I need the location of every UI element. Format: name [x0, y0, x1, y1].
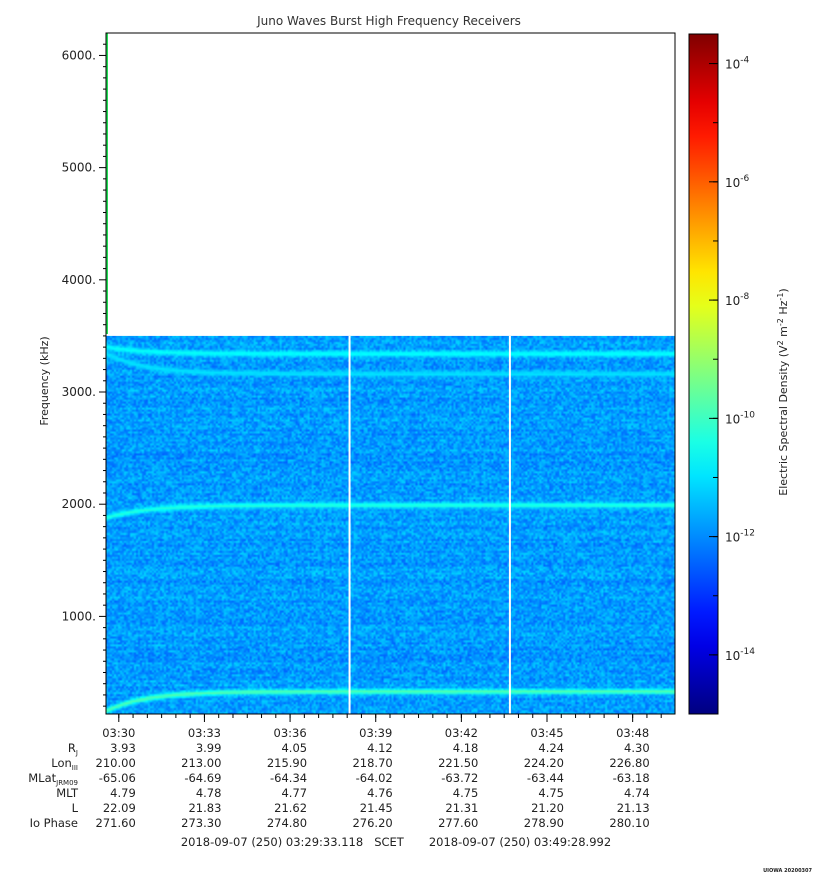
colorbar-tick-label: 10-12	[725, 529, 755, 545]
x-tick-label: 03:45	[530, 726, 563, 740]
colorbar-tick-label: 10-4	[725, 56, 750, 72]
ephemeris-value: -64.69	[184, 771, 221, 785]
ephemeris-row-label: L	[72, 801, 79, 815]
ephemeris-value: 277.60	[438, 816, 478, 830]
ephemeris-value: 3.93	[110, 741, 136, 755]
institution-stamp: UIOWA 20200307	[763, 868, 812, 874]
ephemeris-value: 4.76	[367, 786, 393, 800]
ephemeris-value: 4.78	[196, 786, 222, 800]
ephemeris-row-label: LonIII	[51, 756, 78, 772]
data-gaps	[348, 335, 511, 714]
footer-end-time: 2018-09-07 (250) 03:49:28.992	[429, 835, 611, 849]
colorbar-tick-label: 10-10	[725, 410, 755, 426]
colorbar-ticks: 10-14 10-12 10-10 10-8 10-6 10-4	[709, 56, 755, 663]
ephemeris-value: 21.20	[531, 801, 564, 815]
ephemeris-value: 21.62	[274, 801, 307, 815]
ephemeris-value: 278.90	[524, 816, 564, 830]
ephemeris-value: 4.24	[538, 741, 564, 755]
data-gap	[348, 335, 351, 714]
colorbar-label: Electric Spectral Density (V2 m-2 Hz-1)	[776, 288, 790, 495]
x-tick-label: 03:33	[188, 726, 221, 740]
ephemeris-value: 4.05	[281, 741, 307, 755]
ephemeris-value: 4.79	[110, 786, 136, 800]
footer-start-time: 2018-09-07 (250) 03:29:33.118	[181, 835, 363, 849]
colorbar-gradient	[689, 34, 718, 714]
initial-spectrum-edge	[106, 33, 108, 334]
ephemeris-value: 4.30	[624, 741, 650, 755]
plot-frame	[105, 32, 676, 715]
x-tick-label: 03:39	[359, 726, 392, 740]
y-tick-label: 2000.	[62, 497, 96, 511]
y-axis-label: Frequency (kHz)	[38, 336, 51, 425]
ephemeris-value: 4.18	[453, 741, 479, 755]
x-axis: 03:30 03:33 03:36 03:39 03:42 03:45 03:48	[102, 714, 662, 740]
colorbar-tick-label: 10-8	[725, 292, 750, 308]
ephemeris-value: -64.02	[356, 771, 393, 785]
colorbar: 10-14 10-12 10-10 10-8 10-6 10-4 Electric Spe…	[688, 33, 790, 715]
x-tick-label: 03:30	[102, 726, 135, 740]
y-tick-label: 3000.	[62, 385, 96, 399]
ephemeris-row-label: Io Phase	[30, 816, 78, 830]
y-axis: 1000. 2000. 3000. 4000. 5000. 6000.	[62, 43, 106, 707]
colorbar-tick-label: 10-6	[725, 174, 750, 190]
ephemeris-value: 213.00	[181, 756, 221, 770]
ephemeris-value: 21.45	[360, 801, 393, 815]
ephemeris-value: 276.20	[352, 816, 392, 830]
data-gap	[508, 335, 511, 714]
ephemeris-value: 226.80	[609, 756, 649, 770]
ephemeris-value: 3.99	[196, 741, 222, 755]
ephemeris-value: -63.72	[441, 771, 478, 785]
ephemeris-value: 4.75	[453, 786, 479, 800]
plot-area	[105, 32, 676, 715]
ephemeris-value: 221.50	[438, 756, 478, 770]
x-tick-label: 03:42	[445, 726, 478, 740]
y-tick-label: 1000.	[62, 609, 96, 623]
ephemeris-value: 271.60	[96, 816, 136, 830]
ephemeris-value: 4.75	[538, 786, 564, 800]
ephemeris-value: 224.20	[524, 756, 564, 770]
x-tick-label: 03:48	[616, 726, 649, 740]
ephemeris-value: -64.34	[270, 771, 307, 785]
colorbar-tick-label: 10-14	[725, 647, 755, 663]
ephemeris-value: -63.18	[613, 771, 650, 785]
ephemeris-value: 273.30	[181, 816, 221, 830]
chart-title: Juno Waves Burst High Frequency Receiver…	[256, 14, 521, 28]
ephemeris-value: 4.77	[281, 786, 307, 800]
footer-scet: SCET	[374, 835, 405, 849]
ephemeris-value: 4.12	[367, 741, 393, 755]
ephemeris-value: 4.74	[624, 786, 650, 800]
ephemeris-value: 215.90	[267, 756, 307, 770]
ephemeris-value: 274.80	[267, 816, 307, 830]
y-tick-label: 6000.	[62, 48, 96, 62]
ephemeris-value: 218.70	[352, 756, 392, 770]
y-tick-label: 5000.	[62, 161, 96, 175]
spectrogram-image	[106, 335, 675, 714]
colorbar-frame	[688, 33, 719, 715]
ephemeris-row-label: MLatJRM09	[28, 771, 78, 787]
ephemeris-value: 280.10	[609, 816, 649, 830]
ephemeris-table: RJ 3.93 3.99 4.05 4.12 4.18 4.24 4.30 LonIII 210.…	[28, 741, 649, 830]
ephemeris-value: 21.83	[188, 801, 221, 815]
ephemeris-value: -63.44	[527, 771, 564, 785]
ephemeris-value: -65.06	[99, 771, 136, 785]
time-range-footer: 2018-09-07 (250) 03:29:33.118 SCET 2018-…	[181, 835, 611, 849]
ephemeris-value: 22.09	[103, 801, 136, 815]
ephemeris-row-label: MLT	[56, 786, 79, 800]
ephemeris-row-label: RJ	[68, 741, 78, 757]
ephemeris-value: 21.13	[617, 801, 650, 815]
x-tick-label: 03:36	[274, 726, 307, 740]
y-tick-label: 4000.	[62, 273, 96, 287]
ephemeris-value: 210.00	[96, 756, 136, 770]
ephemeris-value: 21.31	[445, 801, 478, 815]
